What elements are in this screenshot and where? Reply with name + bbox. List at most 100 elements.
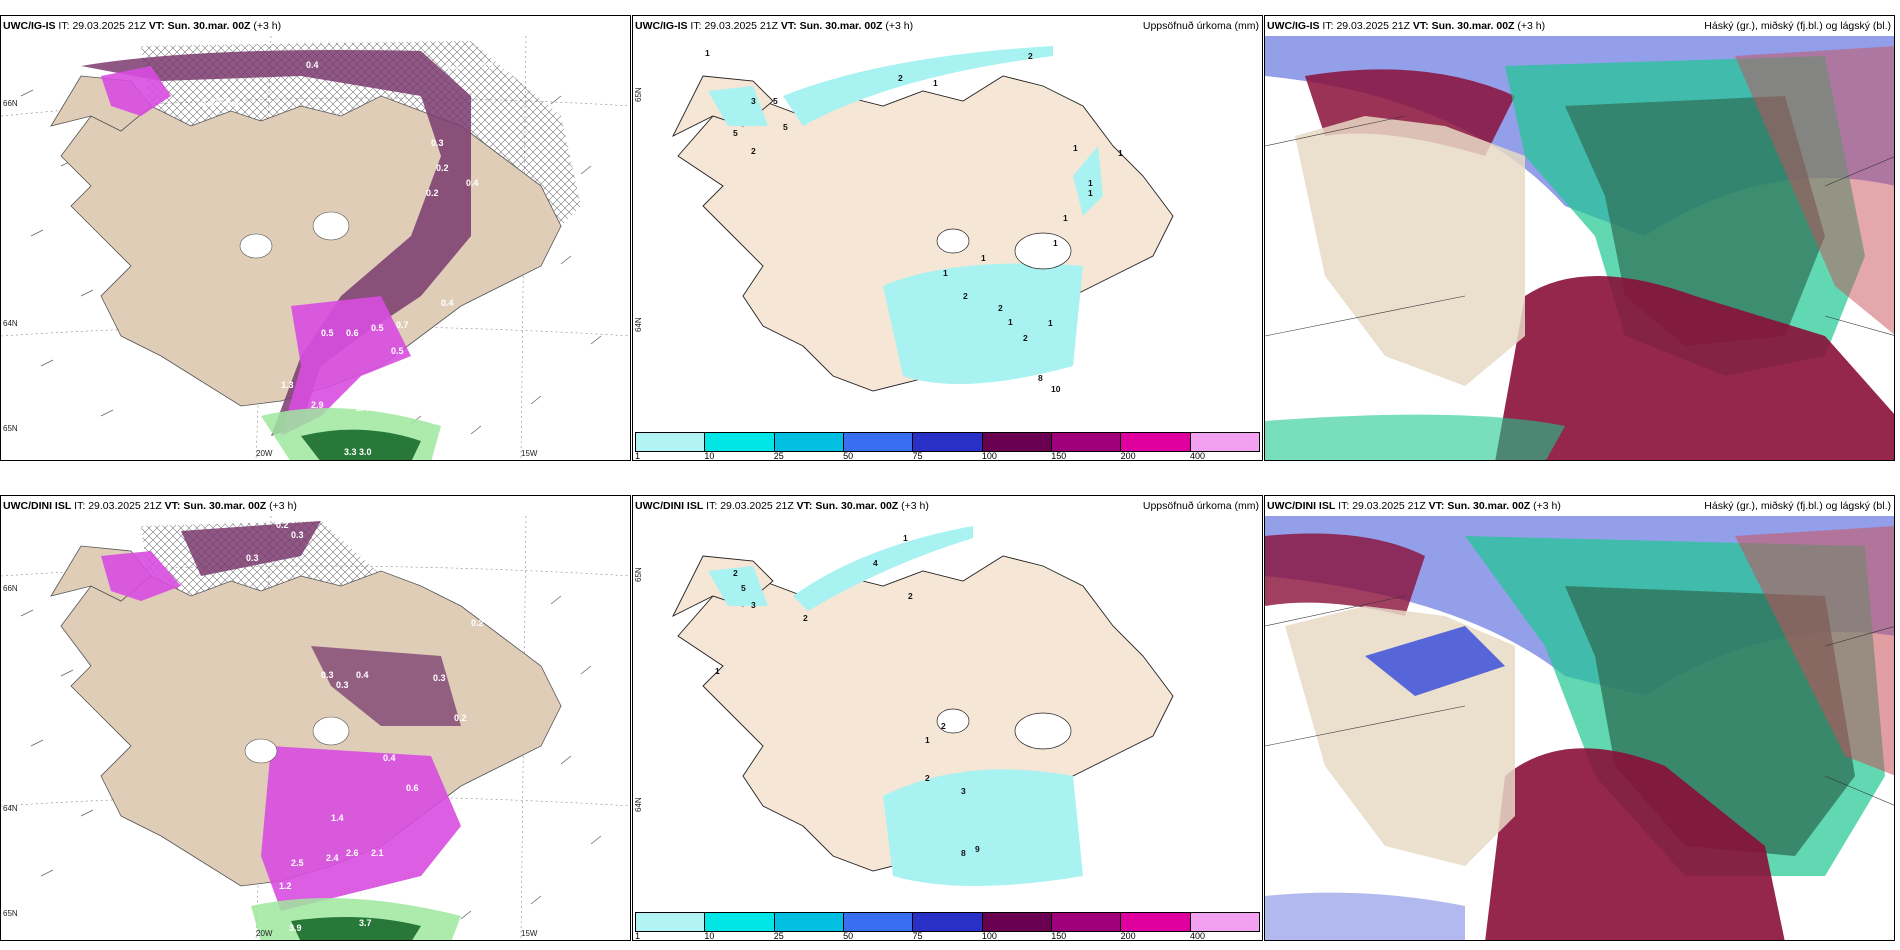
contour-label: 0.3	[336, 680, 349, 690]
axis-label: 64N	[3, 319, 18, 328]
glacier	[312, 716, 350, 746]
dark-green-precip-core	[301, 429, 421, 460]
panel-title: Háský (gr.), miðský (fj.bl.) og lágský (…	[1704, 500, 1891, 512]
it-label: IT:	[1338, 500, 1350, 512]
contour-label: 2	[1023, 333, 1028, 343]
colorbar-swatch	[913, 913, 983, 931]
contour-label: 0.2	[471, 618, 484, 628]
colorbar-tick: 200	[1120, 931, 1136, 941]
model-name: UWC/IG-IS	[1267, 20, 1320, 32]
contour-label: 1	[705, 48, 710, 58]
contour-label: 2.9	[311, 400, 324, 410]
colorbar-tick: 50	[843, 931, 854, 941]
it-value: 29.03.2025 21Z	[1336, 20, 1410, 32]
contour-label: 2	[898, 73, 903, 83]
panel-title: Uppsöfnuð úrkoma (mm)	[1142, 20, 1259, 32]
axis-label: 65N	[3, 909, 18, 918]
colorbar-swatch	[1190, 913, 1259, 931]
cyan-precip-area	[883, 769, 1083, 886]
colorbar-swatch	[843, 913, 914, 931]
purple-precip-band	[81, 50, 471, 436]
panel-header: UWC/DINI ISL IT: 29.03.2025 21Z VT: Sun.…	[1265, 496, 1894, 516]
colorbar-swatch	[1051, 433, 1122, 451]
contour-label: 2	[908, 591, 913, 601]
model-name: UWC/DINI ISL	[3, 500, 72, 512]
vt-value: Sun. 30.mar. 00Z	[799, 20, 883, 32]
contour-label: 10	[1051, 384, 1061, 394]
cloud-cover-map	[1265, 516, 1894, 940]
panel-header: UWC/IG-IS IT: 29.03.2025 21Z VT: Sun. 30…	[1265, 16, 1894, 36]
colorbar-tick: 150	[1051, 931, 1067, 941]
colorbar-swatches	[635, 432, 1260, 452]
lead-time: (+3 h)	[269, 500, 297, 512]
map-area: 66N 64N 65N 20W 15W 0.4 0.3 0.3 0.2 0.4 …	[1, 36, 630, 460]
colorbar-swatch	[1051, 913, 1122, 931]
vt-label: VT:	[164, 500, 181, 512]
contour-label: 1.4	[331, 813, 344, 823]
colorbar-tick: 25	[773, 931, 784, 941]
it-value: 29.03.2025 21Z	[72, 20, 146, 32]
axis-label: 15W	[521, 449, 538, 458]
colorbar-ticks: 1 10 25 50 75 100 150 200 400	[635, 931, 1260, 941]
colorbar-swatch	[774, 913, 844, 931]
map-area	[1265, 36, 1894, 460]
graticule	[1265, 595, 1894, 806]
contour-label: 0.4	[441, 298, 454, 308]
contour-label: 0.7	[396, 320, 409, 330]
vt-label: VT:	[148, 20, 165, 32]
contour-label: 1	[1073, 143, 1078, 153]
cyan-precip-westfjords	[708, 86, 768, 126]
glacier	[1014, 712, 1072, 750]
graticule	[1265, 115, 1894, 337]
colorbar-swatch	[705, 913, 775, 931]
vt-label: VT:	[780, 20, 797, 32]
glacier	[244, 738, 278, 764]
colorbar-ticks: 1 10 25 50 75 100 150 200 400	[635, 451, 1260, 461]
contour-label: 5	[773, 96, 778, 106]
contour-label: 9	[975, 844, 980, 854]
contour-label: 0.4	[201, 98, 214, 108]
precip-type-map: 66N 64N 65N 20W 15W 0.4 0.3 0.3 0.2 0.4 …	[1, 36, 630, 460]
colorbar-swatch	[774, 433, 844, 451]
contour-label: 0.3	[216, 96, 229, 106]
lead-time: (+3 h)	[1533, 500, 1561, 512]
axis-label: 20W	[256, 449, 273, 458]
colorbar-tick: 1	[635, 451, 641, 461]
model-name: UWC/IG-IS	[635, 20, 688, 32]
panel-dini-clouds: UWC/DINI ISL IT: 29.03.2025 21Z VT: Sun.…	[1264, 495, 1895, 941]
colorbar-swatch	[705, 433, 775, 451]
contour-label: 1	[925, 735, 930, 745]
it-value: 29.03.2025 21Z	[1352, 500, 1426, 512]
high-cloud-east	[1735, 526, 1894, 776]
contour-label: 0.3	[461, 313, 474, 323]
contour-label: 0.2	[501, 63, 514, 73]
panel-header: UWC/IG-IS IT: 29.03.2025 21Z VT: Sun. 30…	[633, 16, 1262, 36]
contour-label: 1.3	[281, 380, 294, 390]
magenta-precip-northwest	[101, 551, 181, 601]
colorbar-swatch	[1190, 433, 1259, 451]
lead-time: (+3 h)	[885, 20, 914, 32]
contour-label: 0.2	[426, 188, 439, 198]
axis-label: 65N	[634, 567, 643, 582]
low-cloud-west	[1365, 626, 1505, 696]
contour-label: 0.3	[246, 553, 259, 563]
mid-cloud-south	[1265, 414, 1565, 460]
contour-label: 0.4	[383, 753, 396, 763]
vt-value: Sun. 30.mar. 00Z	[815, 500, 899, 512]
glacier	[312, 211, 350, 241]
contour-label: 1.4	[376, 403, 389, 413]
contour-label: 0.2	[276, 520, 289, 530]
contour-label: 1	[1118, 148, 1123, 158]
contour-label: 1	[943, 268, 948, 278]
contour-label: 2.1	[371, 848, 384, 858]
vt-label: VT:	[1412, 20, 1429, 32]
colorbar: 1 10 25 50 75 100 150 200 400	[633, 432, 1262, 461]
map-area: 65N 64N 1 2 1 2 3 5 2 5 5 1 1 1 1 1 1 1 …	[633, 36, 1262, 461]
accumulated-precip-map: 65N 64N 1 4 2 5 3 2 2 1 2 1 2 3 8 9	[633, 516, 1262, 912]
axis-label: 66N	[3, 584, 18, 593]
model-name: UWC/DINI ISL	[635, 500, 704, 512]
panel-header: UWC/DINI ISL IT: 29.03.2025 21Z VT: Sun.…	[633, 496, 1262, 516]
vt-label: VT:	[796, 500, 813, 512]
wind-barbs	[20, 595, 602, 920]
colorbar: 1 10 25 50 75 100 150 200 400	[633, 912, 1262, 941]
